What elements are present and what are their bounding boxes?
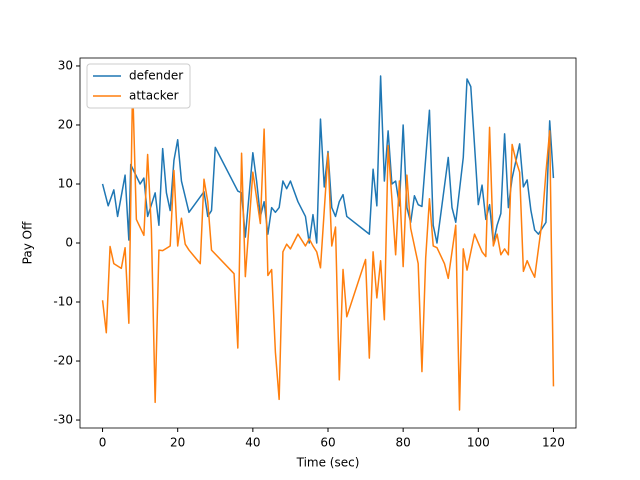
line-series <box>101 82 555 411</box>
legend-box <box>86 63 191 109</box>
y-axis-label: Pay Off <box>21 221 35 264</box>
x-tick-label: 40 <box>245 436 260 450</box>
y-tick-label: -10 <box>53 295 73 309</box>
y-tick-label: 20 <box>58 117 73 131</box>
line-series <box>101 75 555 244</box>
x-tick-label: 60 <box>320 436 335 450</box>
x-axis-label: Time (sec) <box>296 456 360 470</box>
legend-label: attacker <box>129 89 179 103</box>
x-tick-label: 120 <box>542 436 565 450</box>
x-tick-label: 100 <box>467 436 490 450</box>
y-tick-label: 0 <box>65 236 73 250</box>
legend-label: defender <box>129 69 183 83</box>
plot-frame <box>79 57 577 429</box>
y-tick-label: 30 <box>58 58 73 72</box>
x-tick-label: 0 <box>99 436 107 450</box>
y-tick-label: 10 <box>58 176 73 190</box>
y-tick-label: -30 <box>53 413 73 427</box>
y-tick-label: -20 <box>53 354 73 368</box>
x-tick-label: 80 <box>396 436 411 450</box>
x-tick-label: 20 <box>170 436 185 450</box>
